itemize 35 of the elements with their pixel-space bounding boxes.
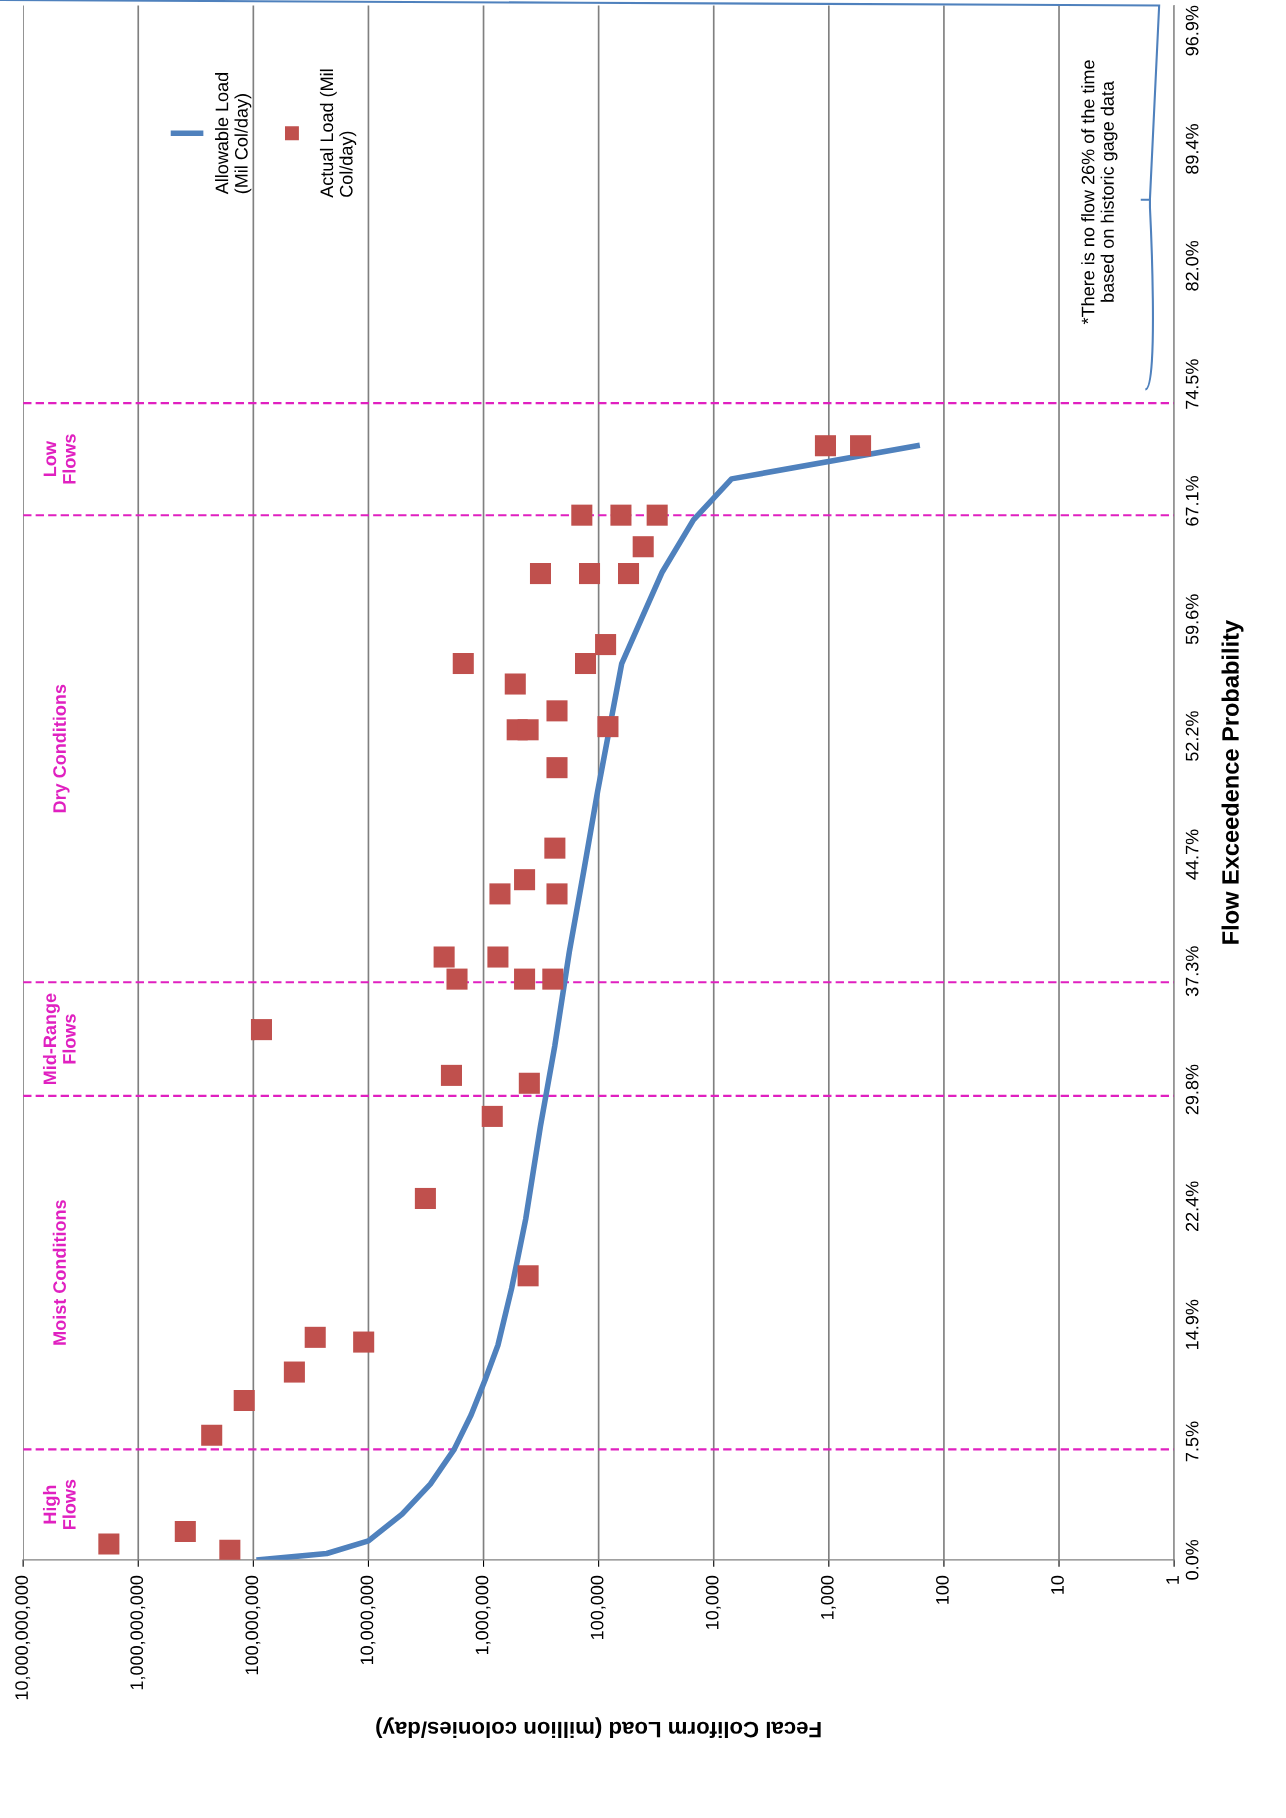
x-tick-label: 100,000,000 (245, 1575, 261, 1675)
x-tick-label: 1 (1166, 1576, 1179, 1584)
y-tick-label: 52.2% (1185, 711, 1199, 761)
legend-label: Actual Load (Mil Col/day) (319, 69, 357, 198)
annotation: Mid-Range Flows (42, 993, 76, 1085)
x-axis-title: Fecal Coliform Load (million colonies/day) (376, 1717, 821, 1738)
y-axis-title: Flow Exceedence Probability (1221, 620, 1244, 944)
y-tick-label: 14.9% (1185, 1299, 1199, 1349)
y-tick-label: 22.4% (1185, 1181, 1199, 1232)
annotation: Dry Conditions (52, 684, 70, 813)
x-tick-label: 1,000 (820, 1575, 836, 1619)
x-tick-label: 100 (935, 1575, 949, 1604)
annotation: Moist Conditions (52, 1200, 66, 1345)
annotation: High Flows (42, 1479, 76, 1529)
x-tick-label: 10,000 (705, 1575, 721, 1629)
y-tick-label: 37.3% (1185, 946, 1199, 997)
y-tick-label: 96.9% (1185, 5, 1199, 56)
y-tick-label: 74.5% (1185, 359, 1199, 409)
legend-label: Allowable Load (Mil Col/day) (215, 72, 252, 195)
x-tick-label: 10,000,000,000 (15, 1575, 31, 1700)
y-tick-label: 29.8% (1185, 1064, 1199, 1115)
annotation: *There is no flow 26% of the time based on historic gage data (1081, 60, 1118, 325)
x-tick-label: 10,000,000 (360, 1575, 376, 1665)
annotation: Low Flows (43, 434, 76, 484)
y-tick-label: 67.1% (1185, 476, 1199, 526)
y-tick-label: 89.4% (1185, 124, 1199, 174)
x-tick-label: 10 (1051, 1575, 1064, 1594)
y-tick-label: 0.0% (1185, 1539, 1199, 1580)
y-tick-label: 82.0% (1185, 240, 1199, 291)
y-tick-label: 59.6% (1185, 594, 1199, 645)
x-tick-label: 1,000,000,000 (130, 1575, 146, 1690)
x-tick-label: 1,000,000 (475, 1575, 491, 1655)
x-tick-label: 100,000 (590, 1575, 606, 1639)
y-tick-label: 44.7% (1185, 829, 1199, 880)
y-tick-label: 7.5% (1185, 1421, 1199, 1462)
